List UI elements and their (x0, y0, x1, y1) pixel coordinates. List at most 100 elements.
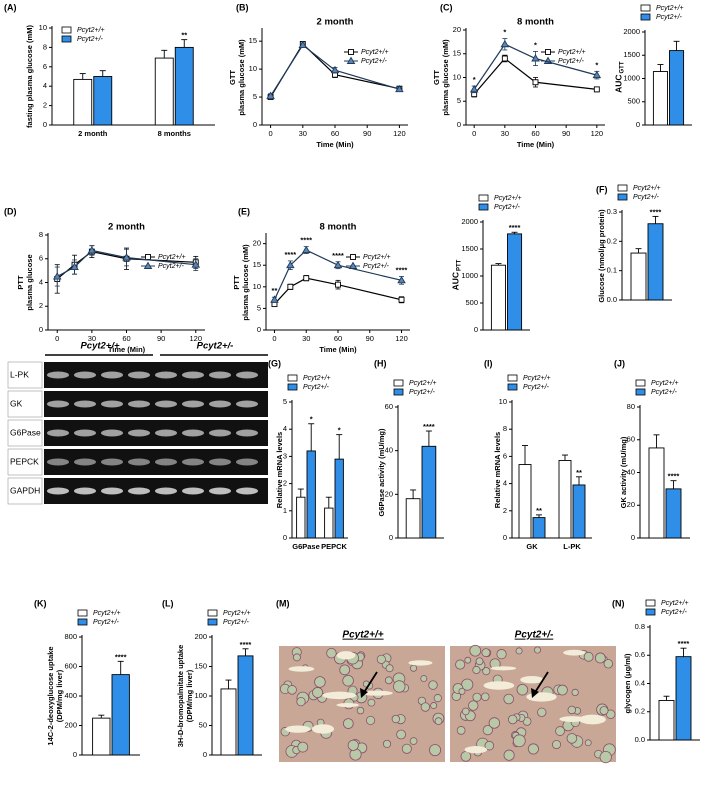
y-tick-label: 100 (194, 691, 207, 700)
y-tick-label: 2 (283, 479, 287, 488)
y-tick-label: 8 (503, 424, 507, 433)
bar (306, 450, 316, 539)
x-tick-label: 0 (272, 334, 276, 343)
y-tick-label: 5 (283, 397, 287, 406)
bar (220, 688, 237, 756)
y-tick-label: 0.0 (607, 295, 617, 304)
y-tick-label: 0 (503, 533, 507, 542)
legend-label: Pcyt2+/- (558, 58, 585, 65)
cell (391, 714, 401, 724)
y-tick-label: 80 (627, 402, 635, 411)
cell (430, 702, 438, 710)
y-tick-label: 0.3 (607, 207, 617, 216)
significance: * (338, 426, 341, 435)
legend-label: Pcyt2+/- (223, 619, 250, 626)
legend-label: Pcyt2+/+ (633, 185, 661, 192)
cell (367, 698, 376, 707)
panel-label: (N) (612, 598, 625, 608)
y-tick-label: 2 (503, 506, 507, 515)
bar (648, 447, 665, 539)
cell (434, 717, 443, 726)
panel-label: (G) (268, 358, 281, 368)
gel-band (101, 400, 123, 408)
cell (297, 741, 309, 753)
significance: * (473, 75, 476, 84)
y-tick-label: 500 (627, 97, 640, 106)
significance: **** (240, 640, 252, 649)
panel-label: (B) (236, 2, 249, 12)
bar (518, 464, 532, 539)
sinusoid (360, 690, 393, 696)
cell (527, 743, 539, 755)
legend-swatch (635, 379, 646, 387)
significance: **** (300, 236, 312, 245)
legend-label: Pcyt2+/- (633, 194, 660, 201)
significance: ** (181, 31, 187, 40)
point (469, 84, 479, 93)
bar (558, 460, 572, 539)
legend-label: Pcyt2+/- (494, 204, 521, 211)
gel-band (47, 371, 69, 379)
legend-swatch (61, 35, 72, 43)
legend-swatch (393, 379, 404, 387)
x-axis-label: Time (Min) (108, 345, 146, 354)
x-tick-label: G6Pase (292, 542, 320, 551)
point (395, 84, 404, 93)
bar (73, 78, 93, 126)
y-axis-label: Relative mRNA levels (493, 432, 502, 508)
y-tick-label: 0 (457, 120, 461, 129)
x-tick-label: 90 (562, 129, 570, 138)
y-tick-label: 15 (453, 49, 461, 58)
bar (405, 498, 421, 539)
gel-label-box (7, 361, 43, 389)
y-tick-label: 1000 (623, 73, 640, 82)
cell (456, 726, 466, 735)
bar (507, 233, 523, 331)
cell (292, 653, 301, 662)
bar (490, 264, 506, 331)
x-tick-label: 2 month (78, 129, 108, 138)
y-tick-label: 1000 (461, 271, 478, 280)
sinusoid (336, 651, 356, 660)
cell (481, 648, 491, 658)
legend-swatch (507, 383, 518, 391)
y-axis-label: GTT (432, 70, 441, 85)
significance: ** (272, 286, 278, 295)
cell (555, 726, 565, 736)
legend-label: Pcyt2+/- (77, 36, 104, 43)
cell (594, 652, 606, 664)
cell (567, 705, 577, 715)
sinusoid (288, 666, 315, 672)
point (501, 55, 508, 62)
gel-band-label: GK (10, 398, 23, 408)
y-tick-label: 2000 (461, 217, 478, 226)
cell (342, 718, 354, 729)
gel-band (74, 400, 96, 408)
gel-band (47, 429, 69, 437)
point (122, 253, 131, 261)
significance: * (503, 28, 506, 37)
gel-band (209, 458, 231, 466)
legend-marker (145, 254, 151, 260)
y-tick-label: 4 (283, 424, 287, 433)
cell (516, 683, 529, 696)
legend-label: Pcyt2+/+ (223, 610, 251, 617)
bar (93, 76, 113, 126)
panel-label: (H) (374, 358, 387, 368)
gel-band (209, 429, 231, 437)
arrow-head (360, 688, 368, 698)
cell (566, 733, 578, 744)
y-tick-label: 0 (253, 120, 257, 129)
point (270, 295, 279, 303)
legend-swatch (287, 374, 298, 382)
y-tick-label: 20 (627, 500, 635, 509)
cell (460, 751, 472, 762)
cell (342, 674, 354, 687)
cell (458, 687, 466, 695)
cell (482, 725, 493, 736)
cell (287, 685, 297, 695)
x-tick-label: 30 (302, 334, 310, 343)
y-tick-label: 3 (283, 451, 287, 460)
y-tick-label: 0 (474, 325, 478, 334)
x-tick-label: 90 (157, 334, 165, 343)
